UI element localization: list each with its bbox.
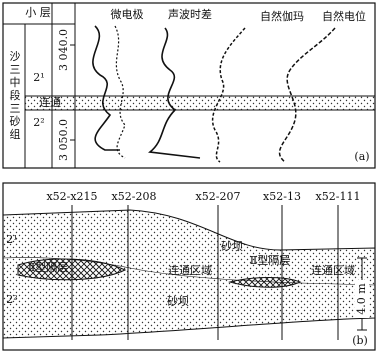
sublayer-label: 2¹: [33, 71, 44, 84]
annotation: 砂坝: [167, 294, 189, 308]
curve-title: 微电极: [111, 7, 144, 21]
curve-gamma: [212, 27, 246, 163]
curve-title: 自然伽玛: [260, 9, 304, 23]
sublayer-label: 连通: [39, 96, 61, 109]
well-label: x52-207: [196, 190, 241, 203]
frame: [2, 2, 376, 169]
curve-title: 声波时差: [168, 7, 212, 21]
curve-microelectrode: [92, 25, 120, 151]
layer-label: 2²: [6, 293, 17, 306]
curve-acoustic: [148, 27, 201, 159]
layer-header: 小 层: [25, 6, 51, 19]
well-label: x52-208: [112, 190, 157, 203]
depth-label: 3 040.0: [57, 29, 70, 71]
annotation: 连通区域: [311, 264, 355, 277]
panel-label: (b): [352, 334, 368, 347]
panel-a: 小 层 微电极 声波时差 自然伽玛 自然电位 沙三中段三砂组 2¹ 连通 2² …: [2, 2, 376, 169]
annotation: 连通区域: [168, 264, 212, 277]
well-label: x52-x215: [46, 190, 97, 203]
well-label: x52-111: [316, 190, 361, 203]
well-label: x52-13: [263, 190, 301, 203]
scale-label: 4.0 m: [355, 283, 368, 315]
annotation: 砂坝: [221, 239, 243, 253]
formation-label: 沙三中段三砂组: [8, 50, 21, 141]
connected-band: [24, 95, 376, 111]
layer-label: 2¹: [6, 233, 17, 246]
depth-label: 3 050.0: [57, 119, 70, 161]
panel-b: x52-x215 x52-208 x52-207 x52-13 x52-111 …: [2, 182, 376, 351]
curve-microelectrode-2: [114, 25, 126, 159]
curve-title: 自然电位: [322, 9, 366, 23]
annotation: Ⅱ型隔层: [28, 260, 68, 274]
annotation: Ⅱ型隔层: [250, 253, 290, 267]
curve-sp: [278, 27, 336, 163]
sublayer-label: 2²: [33, 116, 44, 129]
panel-label: (a): [354, 150, 369, 163]
